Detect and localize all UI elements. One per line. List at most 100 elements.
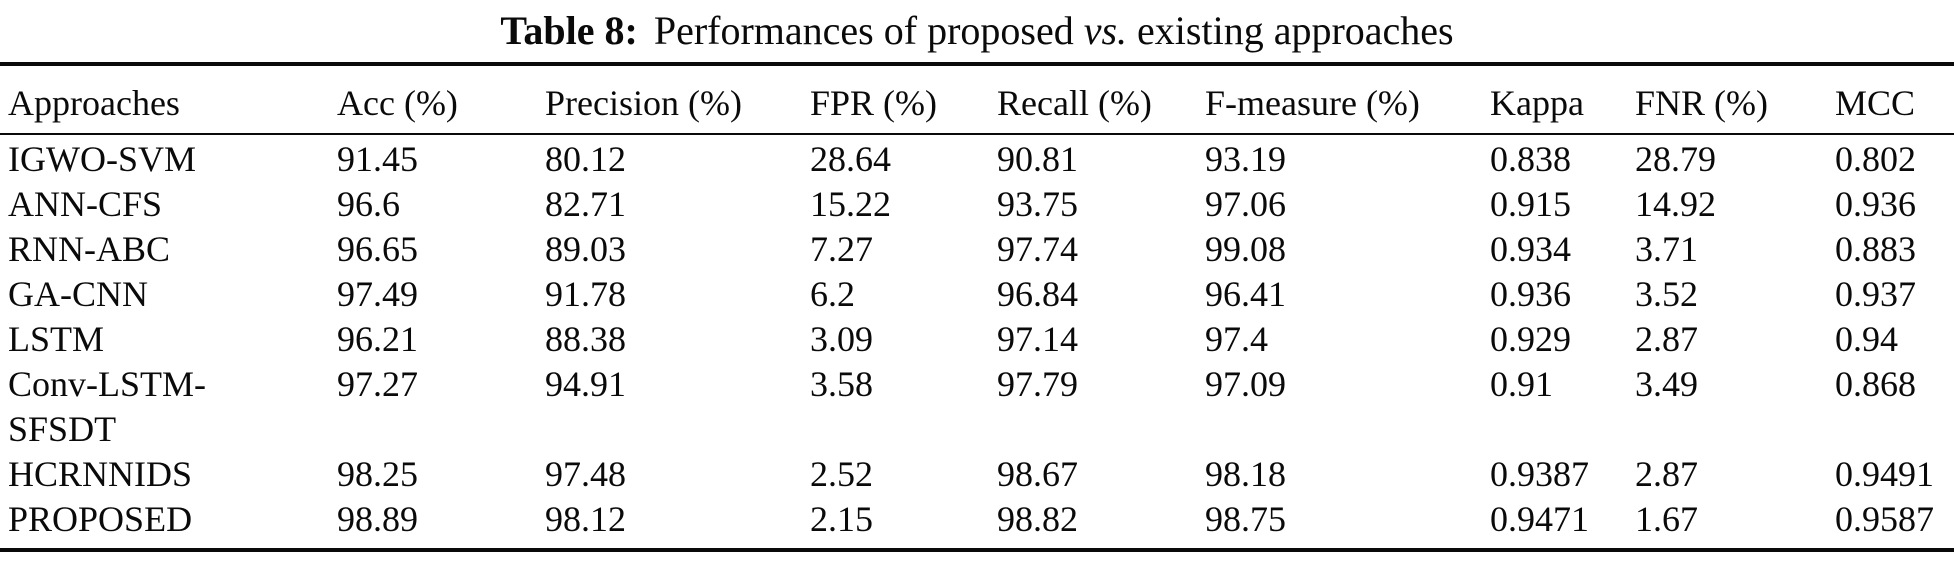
table-caption-text: Performances of proposed vs. existing ap… xyxy=(654,8,1454,53)
cell-f-measure: 97.06 xyxy=(1205,184,1286,224)
cell-recall: 97.79 xyxy=(997,364,1078,404)
header-cell-mcc: MCC xyxy=(1835,83,1916,123)
cell-acc: 96.21 xyxy=(337,319,418,359)
cell-mcc: 0.936 xyxy=(1835,184,1916,224)
cell-fnr: 28.79 xyxy=(1635,139,1716,179)
cell-fpr: 28.64 xyxy=(810,139,891,179)
cell-approach: ANN-CFS xyxy=(8,184,163,224)
cell-precision: 98.12 xyxy=(545,499,626,539)
cell-mcc: 0.937 xyxy=(1835,274,1916,314)
cell-fnr: 3.71 xyxy=(1635,229,1698,269)
cell-recall: 96.84 xyxy=(997,274,1078,314)
cell-recall: 97.74 xyxy=(997,229,1078,269)
header-row: Approaches Acc (%) Precision (%) FPR (%) Rec… xyxy=(0,64,1954,134)
table-row: Conv-LSTM- SFSDT 97.27 94.91 3.58 97.79 97.09… xyxy=(0,362,1954,452)
cell-kappa: 0.9471 xyxy=(1490,499,1589,539)
header-cell-acc: Acc (%) xyxy=(337,83,458,123)
cell-recall: 98.82 xyxy=(997,499,1078,539)
header-cell-recall: Recall (%) xyxy=(997,83,1152,123)
cell-fpr: 7.27 xyxy=(810,229,873,269)
cell-acc: 98.25 xyxy=(337,454,418,494)
header-cell-f-measure: F-measure (%) xyxy=(1205,83,1420,123)
cell-approach: LSTM xyxy=(8,319,105,359)
cell-recall: 90.81 xyxy=(997,139,1078,179)
cell-kappa: 0.929 xyxy=(1490,319,1571,359)
cell-f-measure: 96.41 xyxy=(1205,274,1286,314)
cell-approach: IGWO-SVM xyxy=(8,139,196,179)
cell-f-measure: 98.18 xyxy=(1205,454,1286,494)
cell-kappa: 0.934 xyxy=(1490,229,1571,269)
cell-recall: 98.67 xyxy=(997,454,1078,494)
table-row: LSTM 96.21 88.38 3.09 97.14 97.4 0.929 2.87 0.94 xyxy=(0,317,1954,362)
cell-approach: PROPOSED xyxy=(8,499,193,539)
cell-mcc: 0.9491 xyxy=(1835,454,1934,494)
cell-kappa: 0.936 xyxy=(1490,274,1571,314)
cell-fnr: 1.67 xyxy=(1635,499,1698,539)
cell-f-measure: 98.75 xyxy=(1205,499,1286,539)
cell-fpr: 3.58 xyxy=(810,364,873,404)
cell-precision: 91.78 xyxy=(545,274,626,314)
cell-kappa: 0.838 xyxy=(1490,139,1571,179)
cell-fpr: 15.22 xyxy=(810,184,891,224)
table-body: IGWO-SVM 91.45 80.12 28.64 90.81 93.19 0.838 28… xyxy=(0,134,1954,550)
cell-f-measure: 97.09 xyxy=(1205,364,1286,404)
cell-kappa: 0.9387 xyxy=(1490,454,1589,494)
cell-mcc: 0.94 xyxy=(1835,319,1898,359)
cell-mcc: 0.883 xyxy=(1835,229,1916,269)
cell-kappa: 0.915 xyxy=(1490,184,1571,224)
table-caption-label: Table 8: xyxy=(500,8,638,53)
header-cell-fpr: FPR (%) xyxy=(810,83,938,123)
cell-acc: 97.49 xyxy=(337,274,418,314)
table-row: ANN-CFS 96.6 82.71 15.22 93.75 97.06 0.915 14.9… xyxy=(0,182,1954,227)
cell-f-measure: 99.08 xyxy=(1205,229,1286,269)
cell-fnr: 2.87 xyxy=(1635,454,1698,494)
cell-precision: 97.48 xyxy=(545,454,626,494)
header-cell-kappa: Kappa xyxy=(1490,83,1584,123)
cell-kappa: 0.91 xyxy=(1490,364,1553,404)
results-table: Approaches Acc (%) Precision (%) FPR (%) Rec… xyxy=(0,62,1954,552)
cell-fnr: 14.92 xyxy=(1635,184,1716,224)
cell-mcc: 0.9587 xyxy=(1835,499,1934,539)
cell-fpr: 2.52 xyxy=(810,454,873,494)
cell-approach: HCRNNIDS xyxy=(8,454,193,494)
cell-approach: GA-CNN xyxy=(8,274,148,314)
cell-precision: 88.38 xyxy=(545,319,626,359)
cell-acc: 96.6 xyxy=(337,184,400,224)
cell-approach: RNN-ABC xyxy=(8,229,171,269)
header-cell-fnr: FNR (%) xyxy=(1635,83,1768,123)
table-row: PROPOSED 98.89 98.12 2.15 98.82 98.75 0.9471 1.… xyxy=(0,497,1954,550)
cell-fpr: 3.09 xyxy=(810,319,873,359)
cell-acc: 98.89 xyxy=(337,499,418,539)
table-caption: Table 8: Performances of proposed vs. exi… xyxy=(0,0,1954,62)
table-row: RNN-ABC 96.65 89.03 7.27 97.74 99.08 0.934 3.71… xyxy=(0,227,1954,272)
cell-mcc: 0.868 xyxy=(1835,364,1916,404)
cell-fpr: 6.2 xyxy=(810,274,855,314)
table-row: GA-CNN 97.49 91.78 6.2 96.84 96.41 0.936 3.52 0.… xyxy=(0,272,1954,317)
table-header: Approaches Acc (%) Precision (%) FPR (%) Rec… xyxy=(0,64,1954,134)
cell-precision: 94.91 xyxy=(545,364,626,404)
cell-acc: 97.27 xyxy=(337,364,418,404)
caption-vs: vs. xyxy=(1083,8,1128,53)
cell-f-measure: 97.4 xyxy=(1205,319,1268,359)
cell-f-measure: 93.19 xyxy=(1205,139,1286,179)
cell-approach: Conv-LSTM- SFSDT xyxy=(8,364,206,449)
table-row: IGWO-SVM 91.45 80.12 28.64 90.81 93.19 0.838 28… xyxy=(0,134,1954,182)
cell-fnr: 2.87 xyxy=(1635,319,1698,359)
cell-precision: 80.12 xyxy=(545,139,626,179)
caption-part2: existing approaches xyxy=(1137,8,1454,53)
cell-mcc: 0.802 xyxy=(1835,139,1916,179)
cell-precision: 89.03 xyxy=(545,229,626,269)
cell-fnr: 3.52 xyxy=(1635,274,1698,314)
cell-recall: 97.14 xyxy=(997,319,1078,359)
table-row: HCRNNIDS 98.25 97.48 2.52 98.67 98.18 0.9387 2.… xyxy=(0,452,1954,497)
cell-precision: 82.71 xyxy=(545,184,626,224)
cell-acc: 91.45 xyxy=(337,139,418,179)
cell-recall: 93.75 xyxy=(997,184,1078,224)
cell-acc: 96.65 xyxy=(337,229,418,269)
header-cell-approach: Approaches xyxy=(8,83,180,123)
cell-fpr: 2.15 xyxy=(810,499,873,539)
caption-part1: Performances of proposed xyxy=(653,8,1074,53)
header-cell-precision: Precision (%) xyxy=(545,83,742,123)
cell-fnr: 3.49 xyxy=(1635,364,1698,404)
